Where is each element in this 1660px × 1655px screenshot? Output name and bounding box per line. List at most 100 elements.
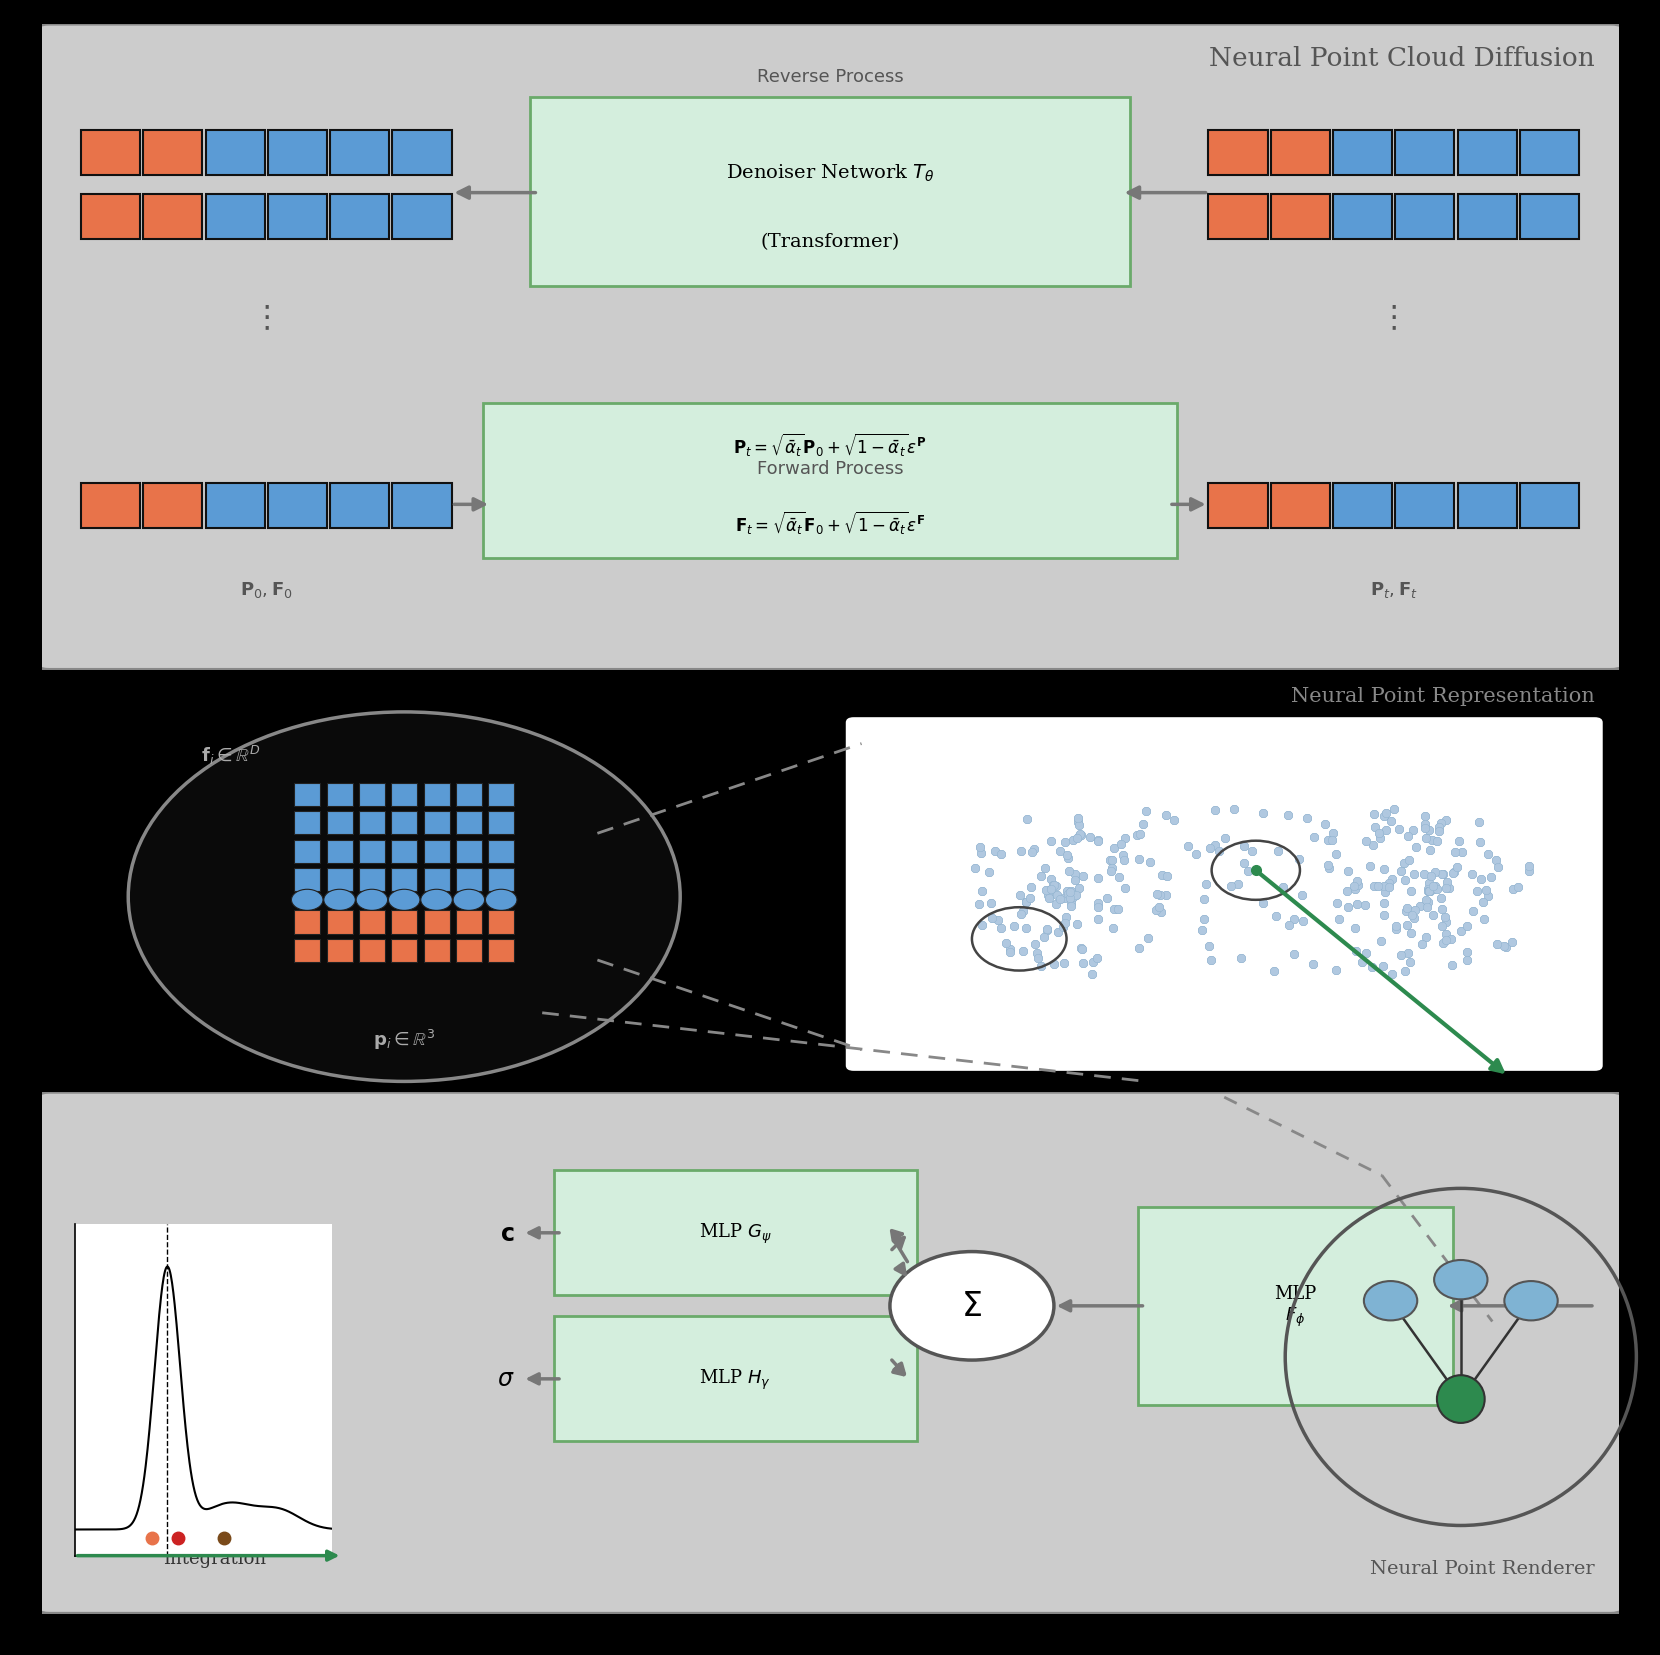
Bar bbox=[392, 783, 417, 806]
Point bbox=[1438, 927, 1464, 953]
Point bbox=[1391, 851, 1418, 877]
Point bbox=[1315, 828, 1341, 854]
Point bbox=[1270, 874, 1296, 900]
Point bbox=[1084, 945, 1111, 971]
Point bbox=[1066, 875, 1092, 902]
Point bbox=[1471, 905, 1497, 932]
Point bbox=[1013, 890, 1039, 917]
Point bbox=[1084, 829, 1111, 856]
Point bbox=[1018, 874, 1044, 900]
Point bbox=[1282, 907, 1308, 933]
Point bbox=[1069, 935, 1096, 962]
Point bbox=[1013, 915, 1039, 942]
Point bbox=[1212, 824, 1238, 851]
Point bbox=[1054, 842, 1081, 869]
Point bbox=[1263, 904, 1290, 930]
Point bbox=[1409, 932, 1436, 958]
Bar bbox=[423, 841, 450, 864]
Point bbox=[1051, 950, 1077, 976]
Point bbox=[1391, 867, 1418, 894]
Point bbox=[1057, 885, 1084, 912]
Point bbox=[1062, 867, 1089, 894]
Bar bbox=[488, 910, 515, 933]
Bar bbox=[267, 195, 327, 240]
Point bbox=[1371, 856, 1398, 882]
Point bbox=[1282, 907, 1308, 933]
Point bbox=[1438, 927, 1464, 953]
Point bbox=[1145, 894, 1172, 920]
Point bbox=[1474, 841, 1501, 867]
Point bbox=[1335, 895, 1361, 922]
Point bbox=[1393, 912, 1419, 938]
Point bbox=[1061, 884, 1087, 910]
Point bbox=[1419, 874, 1446, 900]
Point bbox=[1411, 814, 1438, 841]
Point bbox=[1472, 877, 1499, 904]
Point bbox=[1067, 823, 1094, 849]
Point bbox=[1061, 828, 1087, 854]
Point bbox=[1411, 861, 1438, 887]
Circle shape bbox=[890, 1251, 1054, 1360]
Point bbox=[1160, 808, 1187, 834]
Point bbox=[1384, 816, 1411, 842]
Point bbox=[1406, 894, 1433, 920]
Point bbox=[1413, 887, 1439, 914]
Bar bbox=[392, 940, 417, 963]
Point bbox=[1265, 839, 1291, 866]
Point bbox=[1008, 882, 1034, 909]
Point bbox=[1448, 919, 1474, 945]
Point bbox=[1428, 897, 1454, 923]
Bar bbox=[81, 131, 139, 175]
Point bbox=[979, 905, 1006, 932]
Point bbox=[1147, 899, 1174, 925]
Point bbox=[1066, 809, 1092, 836]
Text: Neural Point Renderer: Neural Point Renderer bbox=[1370, 1559, 1595, 1577]
Point bbox=[1099, 856, 1125, 882]
Point bbox=[1365, 874, 1391, 900]
Point bbox=[979, 905, 1006, 932]
Bar bbox=[392, 131, 452, 175]
Point bbox=[1351, 892, 1378, 919]
Point bbox=[1054, 842, 1081, 869]
Point bbox=[1044, 920, 1071, 947]
Point bbox=[1154, 862, 1180, 889]
Point bbox=[1051, 885, 1077, 912]
Point bbox=[1125, 935, 1152, 962]
Point bbox=[1009, 899, 1036, 925]
Point bbox=[1182, 842, 1208, 869]
Point bbox=[1051, 885, 1077, 912]
Text: Denoiser Network $T_\theta$: Denoiser Network $T_\theta$ bbox=[725, 162, 935, 184]
Point bbox=[1366, 821, 1393, 847]
Bar bbox=[1521, 483, 1579, 528]
Point bbox=[1433, 875, 1459, 902]
Point bbox=[1409, 932, 1436, 958]
Point bbox=[1190, 885, 1217, 912]
Point bbox=[1416, 879, 1443, 905]
FancyBboxPatch shape bbox=[554, 1316, 916, 1442]
Point bbox=[1413, 826, 1439, 852]
Point bbox=[1341, 915, 1368, 942]
Bar bbox=[1272, 131, 1330, 175]
Point bbox=[1474, 884, 1501, 910]
Point bbox=[968, 841, 994, 867]
Point bbox=[1086, 894, 1112, 920]
Point bbox=[1132, 798, 1159, 824]
Bar bbox=[392, 869, 417, 892]
Point bbox=[1192, 871, 1218, 897]
Point bbox=[1197, 836, 1223, 862]
Bar bbox=[81, 483, 139, 528]
Point bbox=[1263, 904, 1290, 930]
Point bbox=[1084, 866, 1111, 892]
Bar bbox=[457, 940, 481, 963]
Point bbox=[1066, 821, 1092, 847]
FancyBboxPatch shape bbox=[554, 1170, 916, 1296]
Point bbox=[1368, 928, 1394, 955]
Text: Reverse Process: Reverse Process bbox=[757, 68, 903, 86]
Point bbox=[1064, 804, 1091, 831]
Text: Integration: Integration bbox=[163, 1549, 267, 1567]
Point bbox=[1433, 875, 1459, 902]
Point bbox=[1371, 879, 1398, 905]
Point bbox=[1426, 819, 1452, 846]
Point bbox=[1064, 910, 1091, 937]
Text: $\mathbf{f}_i \in \mathbb{R}^D$: $\mathbf{f}_i \in \mathbb{R}^D$ bbox=[201, 743, 261, 766]
